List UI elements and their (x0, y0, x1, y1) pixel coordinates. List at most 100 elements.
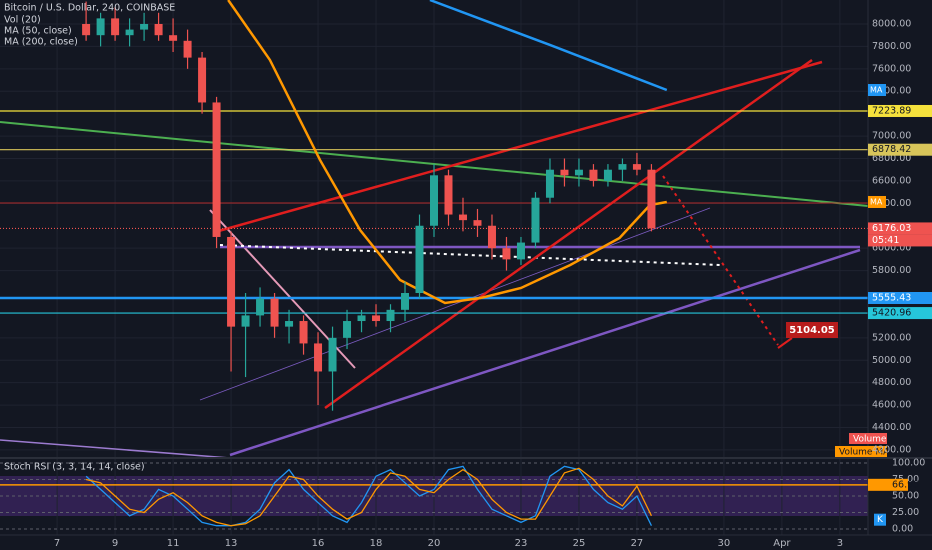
candle-body (560, 169, 569, 176)
drawings (0, 58, 869, 459)
candle-body (82, 23, 91, 36)
candle-body (386, 309, 395, 322)
x-tick-label: 25 (573, 538, 586, 549)
candle-body (516, 242, 525, 260)
y-tick-label: 6400.00 (872, 198, 911, 209)
moving-average (227, 0, 668, 305)
candle-body (96, 18, 105, 36)
trend-line (777, 337, 793, 349)
y-tick-label: 4800.00 (872, 377, 911, 388)
x-tick-label: 16 (312, 538, 325, 549)
y-tick-label: 5000.00 (872, 355, 911, 366)
price-badge (868, 143, 932, 156)
price-badge (868, 104, 932, 117)
candle-body (241, 315, 250, 327)
x-tick-label: 9 (112, 538, 118, 549)
candle-body (372, 315, 381, 322)
stoch-title: Stoch RSI (3, 3, 14, 14, close) (4, 462, 145, 473)
candle-body (632, 164, 641, 170)
grid (0, 0, 868, 535)
candle-body (531, 197, 540, 243)
countdown-label: 05:41 (872, 235, 899, 246)
x-tick-label: 30 (718, 538, 731, 549)
ma-badge (868, 195, 886, 208)
ma-badge (868, 84, 886, 97)
x-tick-label: 27 (631, 538, 644, 549)
moving-average (429, 0, 668, 92)
stoch-tick-label: 0.00 (892, 523, 913, 534)
candle-body (430, 175, 438, 226)
candle-body (647, 169, 656, 229)
candle-body (458, 214, 467, 221)
indicator-legend: MA (200, close) (4, 37, 78, 48)
trend-line (214, 60, 823, 234)
stoch-tick-label: 50.00 (892, 491, 919, 502)
y-tick-label: 6600.00 (872, 175, 911, 186)
candle-body (328, 337, 337, 372)
price-badge (868, 307, 932, 320)
candle-body (256, 298, 265, 316)
ma-badge-label: MA (870, 197, 883, 206)
candle-body (212, 102, 221, 237)
x-tick-label: 13 (225, 538, 238, 549)
stoch-tick-label: 25.00 (892, 507, 919, 518)
price-badge (868, 222, 932, 235)
candle-body (111, 18, 120, 36)
candle-body (415, 225, 424, 294)
price-badge-label: 5420.96 (872, 308, 911, 319)
y-tick-label: 4600.00 (872, 400, 911, 411)
candle-body (401, 293, 410, 310)
y-tick-label: 4400.00 (872, 422, 911, 433)
marks (0, 0, 868, 527)
volume-ma-badge (835, 446, 887, 457)
volume-badge (849, 433, 887, 444)
y-tick-label: 8000.00 (872, 18, 911, 29)
candle-body (545, 169, 554, 198)
target-label: 5104.05 (789, 325, 835, 336)
stoch-level-badge (868, 478, 908, 491)
candle-body (314, 343, 323, 372)
trend-line (324, 58, 813, 410)
target-box (786, 322, 838, 338)
stoch-level-label: 66.95 (892, 479, 919, 490)
candle-body (183, 40, 192, 58)
candle-body (487, 225, 496, 249)
x-tick-label: 23 (515, 538, 528, 549)
candle-body (227, 236, 236, 327)
candle-body (589, 169, 598, 181)
y-tick-label: 5200.00 (872, 332, 911, 343)
chart-title: Bitcoin / U.S. Dollar, 240, COINBASE (4, 3, 175, 14)
stoch-line (85, 465, 653, 527)
y-tick-label: 7400.00 (872, 86, 911, 97)
x-tick-label: 3 (837, 538, 843, 549)
price-badge-label: 7223.89 (872, 105, 911, 116)
trend-line (0, 121, 869, 207)
countdown-badge (868, 234, 932, 247)
indicator-legend: MA (50, close) (4, 26, 72, 37)
stoch-badge (874, 513, 886, 526)
y-tick-label: 4200.00 (872, 444, 911, 455)
y-tick-label: 6800.00 (872, 153, 911, 164)
stoch-badge-label: K (877, 515, 884, 525)
candle-body (618, 164, 627, 170)
x-tick-label: 7 (54, 538, 60, 549)
candle-body (343, 321, 352, 338)
y-tick-label: 7000.00 (872, 131, 911, 142)
x-tick-label: 18 (370, 538, 383, 549)
trend-line (229, 248, 861, 457)
price-badge (868, 291, 932, 304)
y-tick-label: 7800.00 (872, 41, 911, 52)
candle-body (603, 169, 612, 181)
candle-body (154, 23, 163, 36)
candle-body (169, 35, 178, 41)
y-tick-label: 6000.00 (872, 243, 911, 254)
y-tick-label: 7600.00 (872, 63, 911, 74)
volume-label: Volume (853, 435, 887, 445)
candle-body (502, 248, 511, 260)
candle-body (285, 321, 294, 327)
x-tick-label: 20 (428, 538, 441, 549)
candle-body (357, 315, 366, 322)
trend-line (0, 439, 231, 459)
candle-body (140, 23, 149, 30)
